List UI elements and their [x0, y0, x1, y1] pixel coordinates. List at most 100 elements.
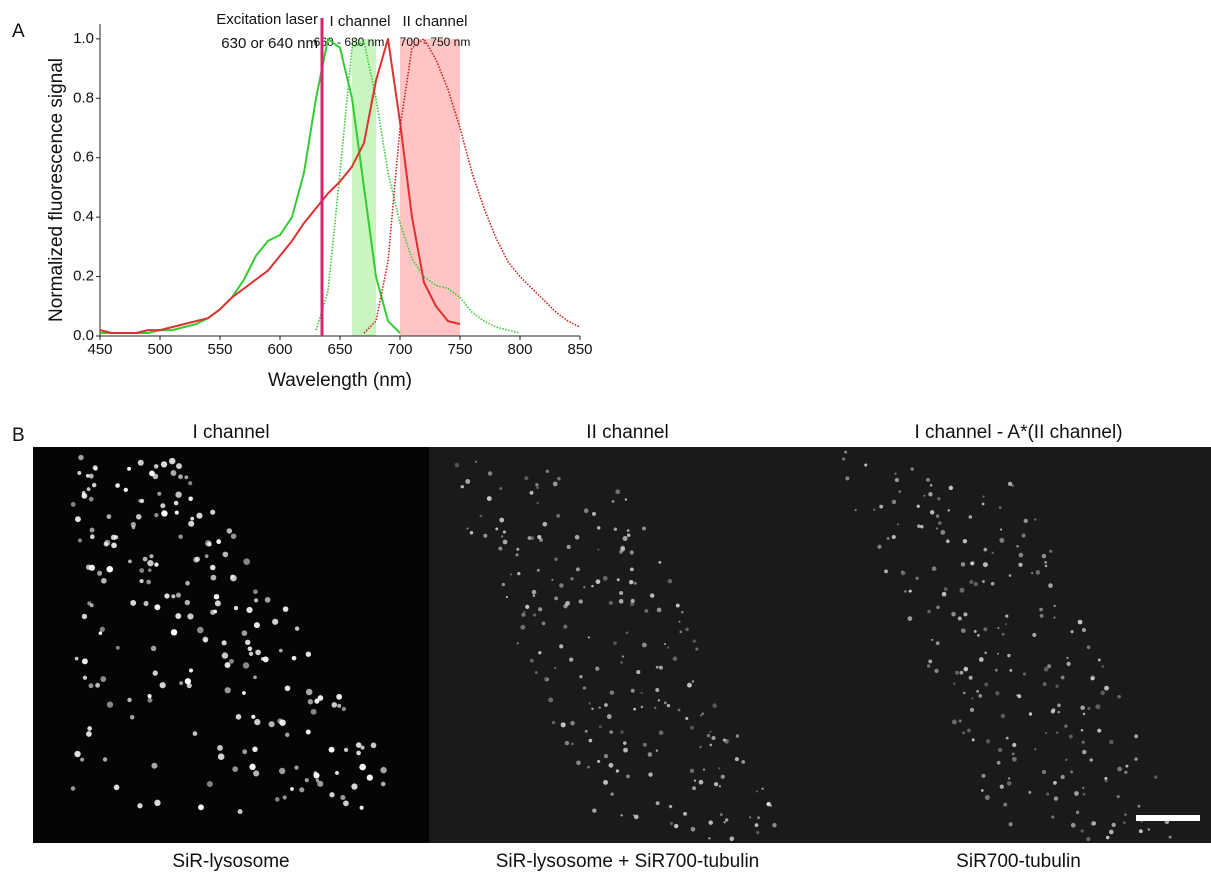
texture-dot	[154, 562, 159, 567]
texture-dot	[509, 573, 512, 576]
texture-dot	[229, 658, 234, 664]
texture-dot	[290, 787, 294, 791]
texture-dot	[173, 500, 179, 506]
texture-dot	[97, 570, 103, 576]
texture-dot	[720, 774, 725, 779]
texture-dot	[854, 509, 857, 512]
spectrum-line	[100, 37, 401, 334]
texture-dot	[1034, 518, 1037, 521]
texture-dot	[88, 496, 94, 502]
texture-dot	[1097, 658, 1101, 662]
texture-dot	[154, 604, 161, 611]
texture-dot	[570, 720, 575, 726]
texture-dot	[195, 556, 201, 562]
texture-dot	[146, 579, 152, 585]
texture-dot	[999, 784, 1004, 789]
texture-dot	[278, 648, 283, 653]
texture-dot	[769, 804, 773, 807]
texture-dot	[1065, 758, 1068, 761]
texture-dot	[304, 778, 309, 783]
texture-dot	[708, 837, 711, 840]
texture-dot	[196, 512, 203, 519]
texture-dot	[1008, 574, 1012, 577]
texture-dot	[901, 570, 906, 576]
texture-dot	[1082, 792, 1086, 796]
texture-dot	[498, 546, 503, 551]
texture-dot	[75, 516, 81, 523]
texture-dot	[1056, 731, 1059, 735]
texture-dot	[159, 682, 166, 689]
texture-dot	[947, 509, 950, 512]
texture-dot	[487, 471, 493, 476]
texture-dot	[1137, 804, 1141, 808]
texture-dot	[554, 666, 557, 670]
texture-dot	[1117, 766, 1123, 772]
texture-dot	[70, 502, 76, 507]
texture-dot	[130, 521, 137, 528]
texture-dot	[331, 702, 338, 708]
texture-dot	[907, 616, 913, 621]
texture-dot	[613, 641, 617, 645]
texture-dot	[620, 814, 623, 817]
texture-dot	[714, 782, 719, 787]
texture-dot	[663, 701, 667, 705]
texture-dot	[976, 689, 980, 693]
panel-label: A	[12, 21, 25, 42]
texture-dot	[380, 781, 386, 787]
texture-dot	[563, 624, 568, 629]
texture-dot	[264, 596, 271, 603]
texture-dot	[249, 763, 256, 771]
texture-dot	[546, 678, 550, 682]
texture-dot	[535, 483, 539, 487]
texture-dot	[1039, 613, 1044, 618]
texture-dot	[1153, 775, 1158, 779]
texture-dot	[928, 659, 933, 664]
texture-dot	[565, 600, 570, 606]
texture-dot	[130, 599, 137, 606]
texture-dot	[943, 587, 948, 592]
texture-dot	[178, 534, 183, 539]
x-tick-label: 650	[327, 341, 352, 358]
texture-dot	[698, 779, 704, 785]
texture-dot	[248, 651, 254, 656]
texture-dot	[168, 457, 176, 465]
texture-dot	[1082, 786, 1085, 790]
texture-dot	[1091, 821, 1097, 826]
texture-dot	[564, 740, 570, 746]
texture-dot	[500, 535, 504, 538]
texture-dot	[556, 514, 561, 518]
texture-dot	[1034, 748, 1037, 751]
texture-dot	[501, 582, 506, 587]
texture-dot	[233, 605, 239, 611]
texture-dot	[1053, 781, 1057, 785]
texture-dot	[968, 515, 973, 519]
texture-dot	[149, 470, 155, 477]
texture-dot	[552, 481, 558, 487]
texture-dot	[557, 476, 561, 481]
texture-dot	[692, 786, 697, 791]
texture-dot	[571, 742, 574, 746]
texture-dot	[1003, 802, 1008, 807]
texture-dot	[328, 746, 335, 753]
texture-dot	[294, 626, 300, 631]
texture-dot	[89, 527, 95, 533]
texture-dot	[246, 606, 253, 614]
texture-dot	[1005, 614, 1009, 618]
texture-dot	[175, 592, 182, 598]
texture-dot	[718, 767, 721, 770]
texture-dot	[147, 697, 153, 703]
texture-dot	[709, 743, 713, 747]
texture-dot	[598, 706, 601, 709]
texture-dot	[1066, 656, 1069, 660]
texture-dot	[103, 541, 109, 547]
texture-dot	[980, 789, 984, 792]
texture-dot	[706, 733, 711, 738]
texture-dot	[681, 611, 684, 614]
texture-dot	[595, 579, 601, 585]
texture-dot	[626, 533, 631, 537]
texture-dot	[1080, 705, 1085, 711]
texture-dot	[184, 475, 189, 480]
texture-dot	[723, 821, 726, 824]
texture-dot	[1104, 779, 1108, 783]
texture-dot	[74, 750, 81, 758]
